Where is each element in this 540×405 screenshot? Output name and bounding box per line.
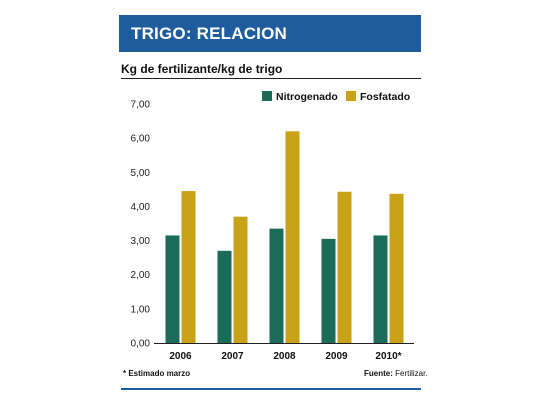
legend-swatch-nitrogenado bbox=[262, 91, 272, 101]
bar-fosfatado-2008 bbox=[285, 131, 300, 343]
legend-label-nitrogenado: Nitrogenado bbox=[276, 91, 338, 103]
source-value: Fertilizar. bbox=[395, 369, 428, 378]
y-tick-label: 5,00 bbox=[131, 168, 151, 179]
y-tick-label: 2,00 bbox=[131, 270, 151, 281]
bar-fosfatado-2007 bbox=[233, 216, 248, 343]
bars bbox=[165, 131, 404, 343]
source-note: Fuente: Fertilizar. bbox=[364, 369, 428, 378]
legend-swatch-fosfatado bbox=[346, 91, 356, 101]
x-tick-label: 2007 bbox=[221, 351, 244, 362]
x-tick-label: 2010* bbox=[375, 351, 401, 362]
chart-title: TRIGO: RELACION INSUMO/PRODUCTO bbox=[131, 24, 304, 80]
bar-nitrogenado-2008 bbox=[269, 228, 284, 343]
chart-title-banner: TRIGO: RELACION INSUMO/PRODUCTO bbox=[119, 15, 421, 80]
bar-nitrogenado-2006 bbox=[165, 235, 180, 343]
x-tick-label: 2009 bbox=[325, 351, 348, 362]
y-tick-label: 7,00 bbox=[131, 100, 151, 111]
y-tick-label: 0,00 bbox=[131, 339, 151, 350]
bar-fosfatado-2010 bbox=[389, 193, 404, 343]
legend: Nitrogenado Fosfatado bbox=[262, 91, 410, 103]
bar-fosfatado-2006 bbox=[181, 191, 196, 343]
source-label: Fuente: bbox=[364, 369, 393, 378]
y-tick-label: 6,00 bbox=[131, 134, 151, 145]
y-tick-label: 1,00 bbox=[131, 304, 151, 315]
legend-label-fosfatado: Fosfatado bbox=[360, 91, 410, 103]
x-tick-label: 2006 bbox=[169, 351, 192, 362]
bar-nitrogenado-2007 bbox=[217, 250, 232, 343]
y-tick-label: 3,00 bbox=[131, 236, 151, 247]
footnote-text: * Estimado marzo bbox=[123, 369, 191, 378]
subtitle-rule bbox=[121, 78, 421, 79]
bar-fosfatado-2009 bbox=[337, 191, 352, 343]
footnote: * Estimado marzo bbox=[123, 369, 190, 378]
y-tick-label: 4,00 bbox=[131, 202, 151, 213]
y-axis: 0,00 1,00 2,00 3,00 4,00 5,00 6,00 7,00 bbox=[131, 100, 151, 350]
x-tick-label: 2008 bbox=[273, 351, 296, 362]
bar-nitrogenado-2010 bbox=[373, 235, 388, 343]
x-axis: 2006 2007 2008 2009 2010* bbox=[154, 343, 414, 362]
bar-nitrogenado-2009 bbox=[321, 238, 336, 343]
bottom-rule bbox=[121, 388, 421, 390]
y-axis-label: Kg de fertilizante/kg de trigo bbox=[121, 62, 283, 76]
